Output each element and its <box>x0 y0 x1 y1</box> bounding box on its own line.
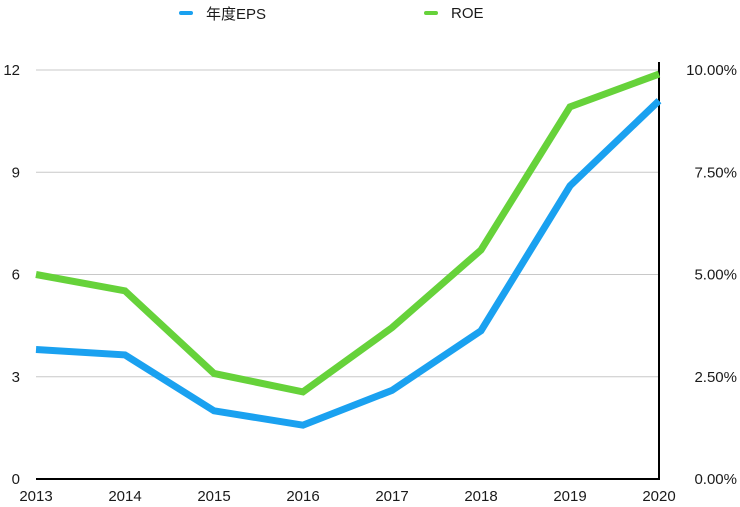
x-tick-label: 2019 <box>553 488 586 505</box>
gridlines <box>36 69 659 378</box>
axis-labels: 0 0.00% 3 2.50% 6 5.00% 9 7.50% 12 10.00% 2013 2014… <box>3 62 737 505</box>
x-tick-label: 2013 <box>19 488 52 505</box>
series-lines <box>35 70 662 429</box>
x-tick-label: 2017 <box>375 488 408 505</box>
axes <box>36 62 660 480</box>
y-right-tick-label: 2.50% <box>694 369 737 386</box>
legend-label-eps: 年度EPS <box>206 5 267 23</box>
x-tick-label: 2015 <box>197 488 230 505</box>
y-left-tick-label: 6 <box>12 267 20 284</box>
x-tick-label: 2020 <box>642 488 675 505</box>
x-tick-label: 2018 <box>464 488 497 505</box>
y-right-tick-label: 0.00% <box>694 471 737 488</box>
y-right-tick-label: 7.50% <box>694 164 737 181</box>
legend-item-eps: 年度EPS <box>179 3 266 23</box>
series-line-eps <box>35 98 662 429</box>
y-left-tick-label: 9 <box>12 164 20 181</box>
y-left-tick-label: 12 <box>3 62 20 79</box>
series-line-roe <box>35 70 661 396</box>
legend-label-roe: ROE <box>451 4 484 22</box>
x-tick-label: 2014 <box>108 488 141 505</box>
legend-swatch-eps-icon <box>179 11 193 15</box>
legend-item-roe: ROE <box>424 3 484 23</box>
y-left-tick-label: 0 <box>12 471 20 488</box>
x-tick-label: 2016 <box>286 488 319 505</box>
y-right-tick-label: 10.00% <box>686 62 737 79</box>
legend-swatch-roe-icon <box>424 11 438 15</box>
y-left-tick-label: 3 <box>12 369 20 386</box>
y-right-tick-label: 5.00% <box>694 267 737 284</box>
